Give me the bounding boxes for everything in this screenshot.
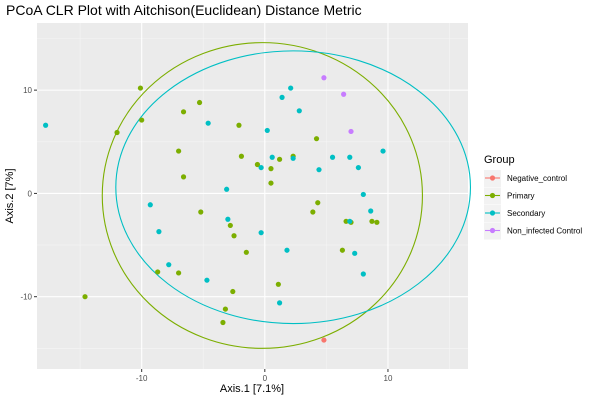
point-secondary [269, 154, 275, 160]
point-primary [196, 99, 203, 106]
legend-key-secondary [484, 205, 501, 222]
point-secondary [276, 300, 283, 306]
point-secondary [347, 218, 353, 224]
legend-key-primary [484, 187, 501, 205]
point-primary [369, 218, 375, 224]
point-secondary [166, 262, 172, 268]
point-secondary [147, 202, 153, 208]
x-tick-label: 0 [263, 374, 268, 383]
y-tick-label: 0 [28, 189, 33, 198]
legend-label-negative-control: Negative_control [507, 174, 567, 183]
point-primary [230, 288, 236, 295]
point-secondary [360, 271, 366, 277]
point-non-infected-control [341, 91, 347, 97]
point-primary [374, 219, 380, 225]
legend-label-primary: Primary [507, 192, 535, 201]
point-secondary [380, 148, 386, 154]
point-primary [268, 180, 274, 186]
point-primary [236, 122, 242, 128]
point-secondary [224, 186, 230, 192]
legend-label-secondary: Secondary [507, 209, 545, 218]
chart-title: PCoA CLR Plot with Aitchison(Euclidean) … [6, 2, 362, 18]
point-secondary [347, 154, 353, 160]
y-axis-title: Axis.2 [7%] [4, 168, 16, 223]
legend: Group Negative_control Primary Secondary No… [484, 154, 582, 240]
point-secondary [360, 191, 366, 198]
point-primary [139, 117, 145, 123]
point-secondary [258, 230, 264, 236]
point-primary [310, 209, 316, 215]
point-primary [220, 319, 226, 326]
point-primary [275, 281, 281, 287]
point-secondary [279, 94, 285, 100]
point-secondary [329, 154, 336, 160]
legend-title: Group [484, 154, 515, 166]
point-non-infected-control [348, 128, 354, 135]
point-primary [243, 249, 249, 255]
data-points [43, 75, 386, 343]
point-secondary [290, 155, 296, 161]
point-primary [198, 209, 204, 215]
point-primary [313, 136, 320, 142]
point-primary [339, 247, 345, 253]
point-secondary [296, 108, 302, 114]
point-primary [176, 148, 182, 154]
point-secondary [205, 120, 211, 126]
point-secondary [258, 164, 264, 171]
y-tick-label: 10 [23, 86, 32, 95]
point-primary [155, 269, 161, 275]
point-primary [315, 200, 321, 206]
point-secondary [316, 167, 322, 173]
point-secondary [284, 247, 290, 253]
point-primary [176, 270, 182, 276]
legend-label-non-infected-control: Non_infected Control [507, 227, 582, 236]
point-secondary [43, 122, 49, 128]
axis-ticks: -10 0 10 -10 0 10 [20, 86, 393, 383]
legend-key-negative-control [484, 170, 501, 187]
point-primary [343, 218, 349, 224]
point-negative-control [321, 337, 327, 343]
x-tick-label: 10 [384, 374, 393, 383]
x-tick-label: -10 [136, 374, 148, 383]
point-non-infected-control [321, 75, 327, 81]
point-secondary [204, 277, 210, 283]
point-secondary [264, 127, 270, 134]
point-secondary [352, 250, 358, 256]
point-secondary [156, 229, 162, 235]
point-secondary [355, 164, 362, 171]
point-primary [137, 85, 144, 91]
point-primary [227, 222, 233, 229]
point-primary [268, 166, 274, 172]
point-secondary [225, 216, 231, 222]
confidence-ellipses [101, 42, 472, 349]
point-primary [254, 161, 261, 168]
ellipse-secondary [115, 50, 472, 325]
y-tick-label: -10 [20, 293, 32, 302]
plot-panel [37, 23, 468, 369]
point-primary [238, 153, 245, 159]
point-primary [180, 174, 187, 180]
point-primary [231, 233, 237, 239]
legend-key-non-infected-control [484, 222, 501, 240]
point-primary [222, 306, 229, 312]
point-primary [180, 109, 187, 115]
point-secondary [368, 208, 374, 214]
point-primary [82, 294, 88, 300]
point-secondary [288, 85, 294, 91]
point-primary [276, 156, 283, 162]
x-axis-title: Axis.1 [7.1%] [220, 383, 284, 395]
ellipse-primary [101, 42, 423, 349]
point-primary [114, 129, 120, 136]
